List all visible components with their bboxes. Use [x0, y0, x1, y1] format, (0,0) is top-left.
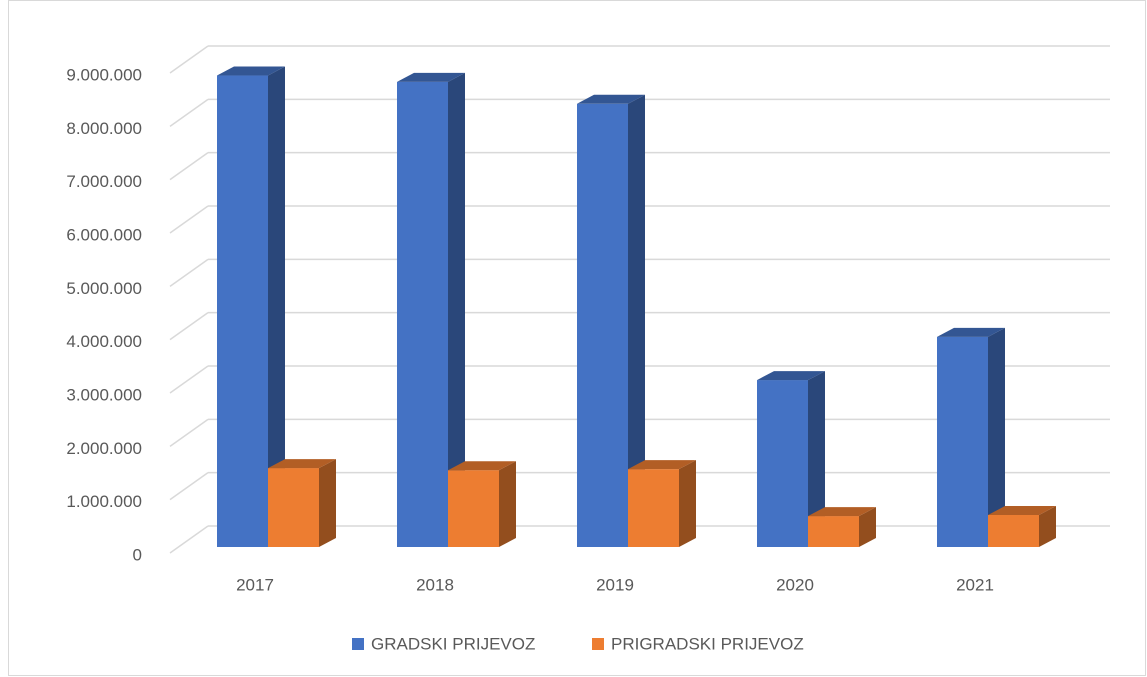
grid-line-depth	[169, 472, 209, 501]
bar-side	[859, 507, 876, 547]
x-tick-label: 2021	[956, 575, 994, 594]
grid-line-depth	[169, 205, 209, 234]
bar	[577, 103, 628, 548]
bar-top	[217, 66, 285, 76]
x-tick-label: 2017	[236, 575, 274, 594]
bar	[757, 380, 808, 547]
bar-top	[577, 94, 645, 104]
bar-top	[448, 461, 516, 471]
bar-top	[268, 459, 336, 469]
grid-line-depth	[169, 418, 209, 447]
bar-side	[808, 371, 825, 547]
bar-side	[1039, 506, 1056, 547]
bar	[808, 516, 859, 547]
y-tick-label: 0	[133, 545, 142, 564]
bar-top	[808, 507, 876, 517]
grid-line-depth	[169, 312, 209, 341]
bar-side	[628, 94, 645, 548]
bar	[628, 469, 679, 547]
bar-side	[679, 460, 696, 547]
bar	[448, 470, 499, 547]
grid-line-depth	[169, 258, 209, 287]
x-tick-label: 2019	[596, 575, 634, 594]
bar-top	[988, 506, 1056, 515]
bar	[988, 515, 1039, 547]
bar-top	[628, 460, 696, 470]
bar-top	[397, 72, 465, 82]
grid-line-depth	[169, 365, 209, 394]
y-tick-label: 4.000.000	[66, 332, 142, 351]
legend-label: PRIGRADSKI PRIJEVOZ	[611, 634, 804, 653]
y-tick-label: 2.000.000	[66, 439, 142, 458]
y-tick-label: 5.000.000	[66, 279, 142, 298]
bar-side	[319, 459, 336, 547]
x-tick-label: 2018	[416, 575, 454, 594]
grid-line-depth	[169, 98, 209, 127]
y-tick-label: 1.000.000	[66, 492, 142, 511]
bar	[268, 468, 319, 547]
bar-top	[757, 371, 825, 381]
y-tick-label: 7.000.000	[66, 172, 142, 191]
bar	[217, 75, 268, 548]
legend-label: GRADSKI PRIJEVOZ	[371, 634, 535, 653]
bar-side	[448, 72, 465, 547]
y-tick-label: 8.000.000	[66, 119, 142, 138]
x-tick-label: 2020	[776, 575, 814, 594]
grid-line-depth	[169, 525, 209, 554]
bar-side	[499, 461, 516, 547]
bar-side	[988, 327, 1005, 547]
legend-swatch	[592, 638, 604, 650]
grid-line-depth	[169, 152, 209, 181]
bar	[937, 336, 988, 547]
bar-top	[937, 327, 1005, 337]
grid-line-depth	[169, 45, 209, 74]
legend-swatch	[352, 638, 364, 650]
y-tick-label: 3.000.000	[66, 385, 142, 404]
y-tick-label: 6.000.000	[66, 225, 142, 244]
bar-side	[268, 66, 285, 548]
y-tick-label: 9.000.000	[66, 65, 142, 84]
bar	[397, 81, 448, 547]
